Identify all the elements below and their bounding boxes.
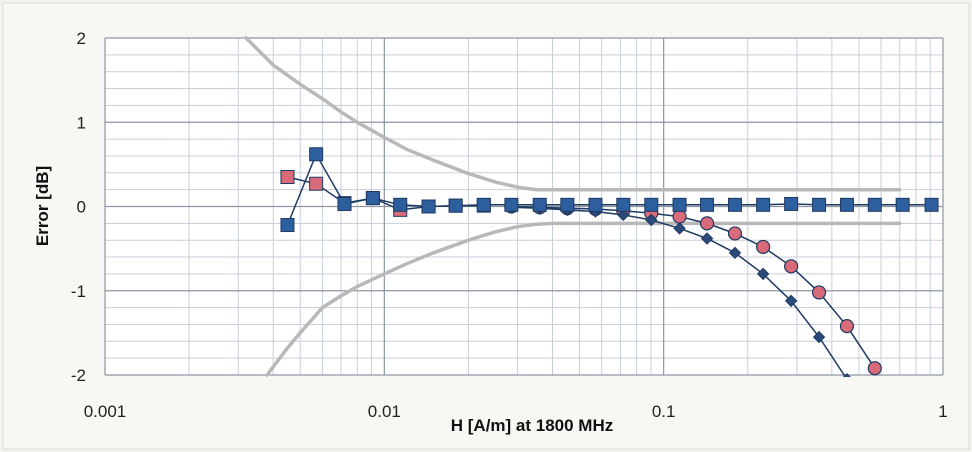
- square-point: [280, 218, 295, 233]
- diamond-point: [812, 330, 826, 344]
- series-1: [244, 36, 902, 192]
- square-point: [476, 197, 491, 212]
- square-point: [672, 197, 687, 212]
- circle-point: [727, 226, 743, 241]
- x-tick-label: 0.1: [652, 402, 676, 421]
- square-point: [365, 191, 380, 206]
- circle-point: [699, 216, 715, 231]
- square-point: [588, 197, 603, 212]
- diamond-point: [784, 294, 798, 308]
- diamond-point: [617, 208, 630, 222]
- x-tick-label: 1: [938, 402, 947, 421]
- y-tick-label: -2: [71, 366, 86, 385]
- diamond-point: [645, 213, 658, 227]
- tick-labels: 0.001 0.01 0.1 1 2 1 0 -1 -2: [71, 29, 948, 421]
- square-point: [895, 197, 910, 212]
- circle-point: [756, 239, 771, 255]
- circle-point: [839, 319, 855, 334]
- square-point: [700, 197, 715, 212]
- square-point: [280, 170, 295, 185]
- square-point: [727, 197, 742, 212]
- square-point: [839, 197, 854, 212]
- square-point: [504, 197, 519, 212]
- y-tick-label: 2: [77, 29, 86, 48]
- series-layer: [244, 36, 939, 377]
- circle-point: [672, 209, 687, 224]
- square-point: [644, 197, 659, 212]
- square-point: [393, 197, 408, 212]
- square-point: [448, 198, 463, 213]
- circle-point: [784, 259, 799, 274]
- square-point: [532, 197, 547, 212]
- square-point: [784, 196, 799, 211]
- y-axis-label: Error [dB]: [33, 166, 52, 246]
- square-point: [337, 196, 352, 211]
- square-point: [924, 197, 939, 212]
- square-point: [812, 197, 827, 212]
- diamond-point: [673, 222, 686, 235]
- series-6: [280, 147, 939, 233]
- diamond-point: [728, 246, 742, 260]
- square-point: [867, 197, 882, 212]
- x-tick-label: 0.001: [84, 402, 127, 421]
- y-tick-label: 0: [77, 198, 86, 217]
- diamond-point: [842, 373, 851, 377]
- diamond-point: [700, 232, 714, 245]
- square-point: [616, 197, 631, 212]
- circle-point: [867, 361, 882, 376]
- square-point: [309, 176, 324, 191]
- tolerance-curve: [244, 36, 902, 192]
- y-tick-label: 1: [77, 113, 86, 132]
- square-point: [309, 147, 324, 162]
- square-point: [560, 197, 575, 212]
- y-tick-label: -1: [71, 282, 86, 301]
- circle-point: [811, 285, 827, 300]
- square-point: [421, 199, 436, 214]
- square-point: [756, 197, 771, 212]
- diamond-point: [756, 267, 770, 281]
- x-tick-label: 0.01: [368, 402, 401, 421]
- x-axis-label: H [A/m] at 1800 MHz: [451, 416, 613, 435]
